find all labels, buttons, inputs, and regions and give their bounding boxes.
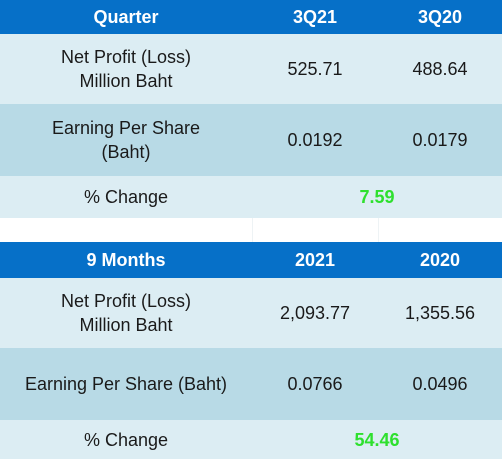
row-label-line1: Net Profit (Loss) [60, 291, 192, 311]
change-value: 54.46 [354, 429, 400, 450]
row-label-line2: Million Baht [79, 315, 173, 335]
spacer-cell [252, 218, 378, 242]
quarter-change-row: % Change 7.59 [0, 176, 502, 218]
row-label-line2: Million Baht [79, 71, 173, 91]
change-value: 7.59 [359, 187, 395, 207]
quarter-header-label: Quarter [93, 7, 159, 27]
quarter-header-row: Quarter 3Q21 3Q20 [0, 0, 502, 34]
table-spacer-row [0, 218, 502, 242]
nine-months-net-profit-row: Net Profit (Loss) Million Baht 2,093.77 … [0, 278, 502, 348]
row-label-line1: Earning Per Share [51, 118, 201, 138]
quarter-header-col2: 3Q20 [417, 7, 463, 27]
nine-months-header-col2: 2020 [419, 250, 461, 270]
spacer-cell [0, 218, 252, 242]
row-label: Net Profit (Loss) Million Baht [0, 34, 252, 104]
quarter-header-col1: 3Q21 [292, 7, 338, 27]
row-label-line1: Net Profit (Loss) [60, 47, 192, 67]
row-value-3q21: 0.0192 [287, 130, 343, 150]
row-value-3q20: 0.0179 [412, 130, 468, 150]
nine-months-header-row: 9 Months 2021 2020 [0, 242, 502, 278]
row-value-2021: 2,093.77 [279, 303, 351, 323]
row-label: Net Profit (Loss) Million Baht [0, 278, 252, 348]
quarter-net-profit-row: Net Profit (Loss) Million Baht 525.71 48… [0, 34, 502, 104]
row-value-3q20: 488.64 [412, 59, 468, 79]
row-label-line2: (Baht) [101, 142, 151, 162]
change-label: % Change [83, 187, 169, 207]
nine-months-eps-row: Earning Per Share (Baht) 0.0766 0.0496 [0, 348, 502, 420]
quarter-eps-row: Earning Per Share (Baht) 0.0192 0.0179 [0, 104, 502, 176]
row-value-3q21: 525.71 [287, 59, 343, 79]
row-value-2020: 0.0496 [412, 374, 468, 394]
row-value-2021: 0.0766 [287, 374, 343, 394]
row-value-2020: 1,355.56 [404, 303, 476, 323]
nine-months-change-row: % Change 54.46 [0, 420, 502, 459]
nine-months-header-col1: 2021 [294, 250, 336, 270]
row-label: Earning Per Share (Baht) [0, 104, 252, 176]
nine-months-header-label: 9 Months [86, 250, 166, 270]
change-label: % Change [83, 429, 169, 450]
spacer-cell [378, 218, 502, 242]
row-label: Earning Per Share (Baht) [24, 374, 228, 394]
